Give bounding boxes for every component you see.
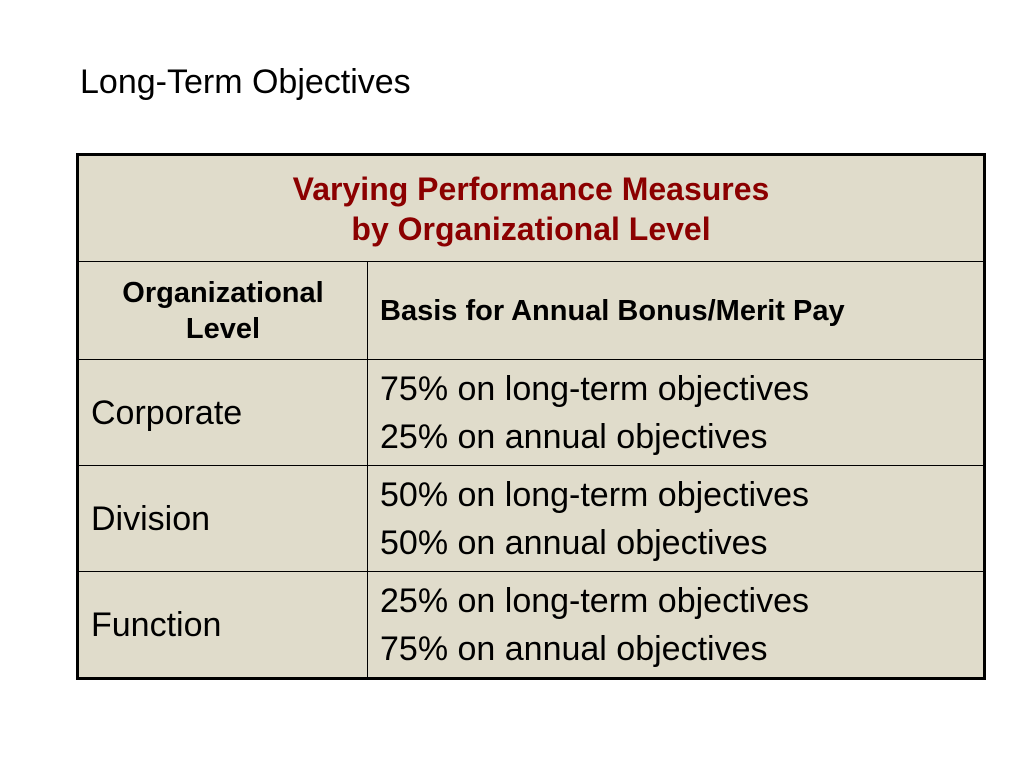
basis-line-annual: 25% on annual objectives bbox=[380, 417, 768, 456]
basis-line-annual: 75% on annual objectives bbox=[380, 629, 768, 668]
table-row: Function 25% on long-term objectives 75%… bbox=[77, 571, 986, 679]
basis-cell: 50% on long-term objectives 50% on annua… bbox=[366, 465, 986, 572]
level-cell: Division bbox=[77, 465, 368, 572]
table-caption-row: Varying Performance Measures by Organiza… bbox=[76, 154, 986, 262]
basis-line-long-term: 25% on long-term objectives bbox=[380, 581, 810, 620]
column-header-level-line-1: Organizational bbox=[122, 276, 324, 309]
table-row: Corporate 75% on long-term objectives 25… bbox=[77, 359, 986, 466]
level-cell: Function bbox=[77, 571, 368, 679]
table-header-row: Organizational Level Basis for Annual Bo… bbox=[77, 261, 986, 360]
basis-cell: 75% on long-term objectives 25% on annua… bbox=[366, 359, 986, 466]
slide-title: Long-Term Objectives bbox=[80, 63, 411, 101]
table-caption-line-2: by Organizational Level bbox=[351, 210, 711, 247]
basis-cell: 25% on long-term objectives 75% on annua… bbox=[366, 571, 986, 679]
column-header-organizational-level: Organizational Level bbox=[77, 261, 368, 360]
column-header-level-line-2: Level bbox=[185, 312, 261, 345]
performance-measures-table: Varying Performance Measures by Organiza… bbox=[76, 153, 987, 680]
table-caption-line-1: Varying Performance Measures bbox=[292, 170, 770, 207]
level-cell: Corporate bbox=[77, 359, 368, 466]
basis-line-annual: 50% on annual objectives bbox=[380, 523, 768, 562]
basis-line-long-term: 75% on long-term objectives bbox=[380, 369, 810, 408]
column-header-basis: Basis for Annual Bonus/Merit Pay bbox=[366, 261, 986, 360]
table-caption: Varying Performance Measures by Organiza… bbox=[76, 154, 986, 262]
table-row: Division 50% on long-term objectives 50%… bbox=[77, 465, 986, 572]
basis-line-long-term: 50% on long-term objectives bbox=[380, 475, 810, 514]
